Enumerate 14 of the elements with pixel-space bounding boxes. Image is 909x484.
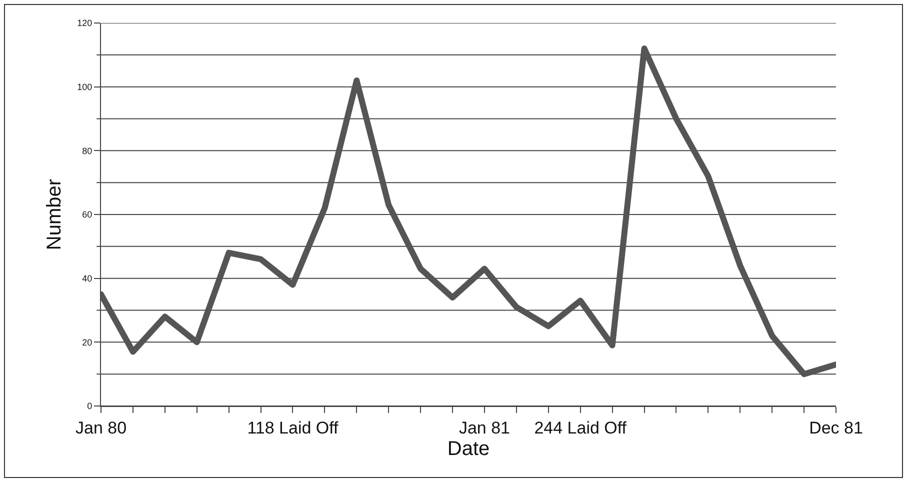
y-tick-label: 0 xyxy=(87,401,92,412)
x-axis-title: Date xyxy=(447,438,490,460)
y-tick-label: 40 xyxy=(82,273,92,284)
y-tick-label: 20 xyxy=(82,337,92,348)
y-tick-label: 60 xyxy=(82,210,92,220)
y-tick-label: 120 xyxy=(77,18,92,28)
y-tick-label: 80 xyxy=(82,146,92,156)
x-tick-label: Jan 80 xyxy=(75,418,127,438)
x-tick-label: Jan 81 xyxy=(458,418,510,438)
y-tick-label: 100 xyxy=(77,82,92,92)
x-tick-label: 244 Laid Off xyxy=(534,418,627,438)
y-axis-title: Number xyxy=(44,178,66,250)
x-tick-label: 118 Laid Off xyxy=(247,418,339,438)
x-tick-label: Dec 81 xyxy=(809,418,863,438)
